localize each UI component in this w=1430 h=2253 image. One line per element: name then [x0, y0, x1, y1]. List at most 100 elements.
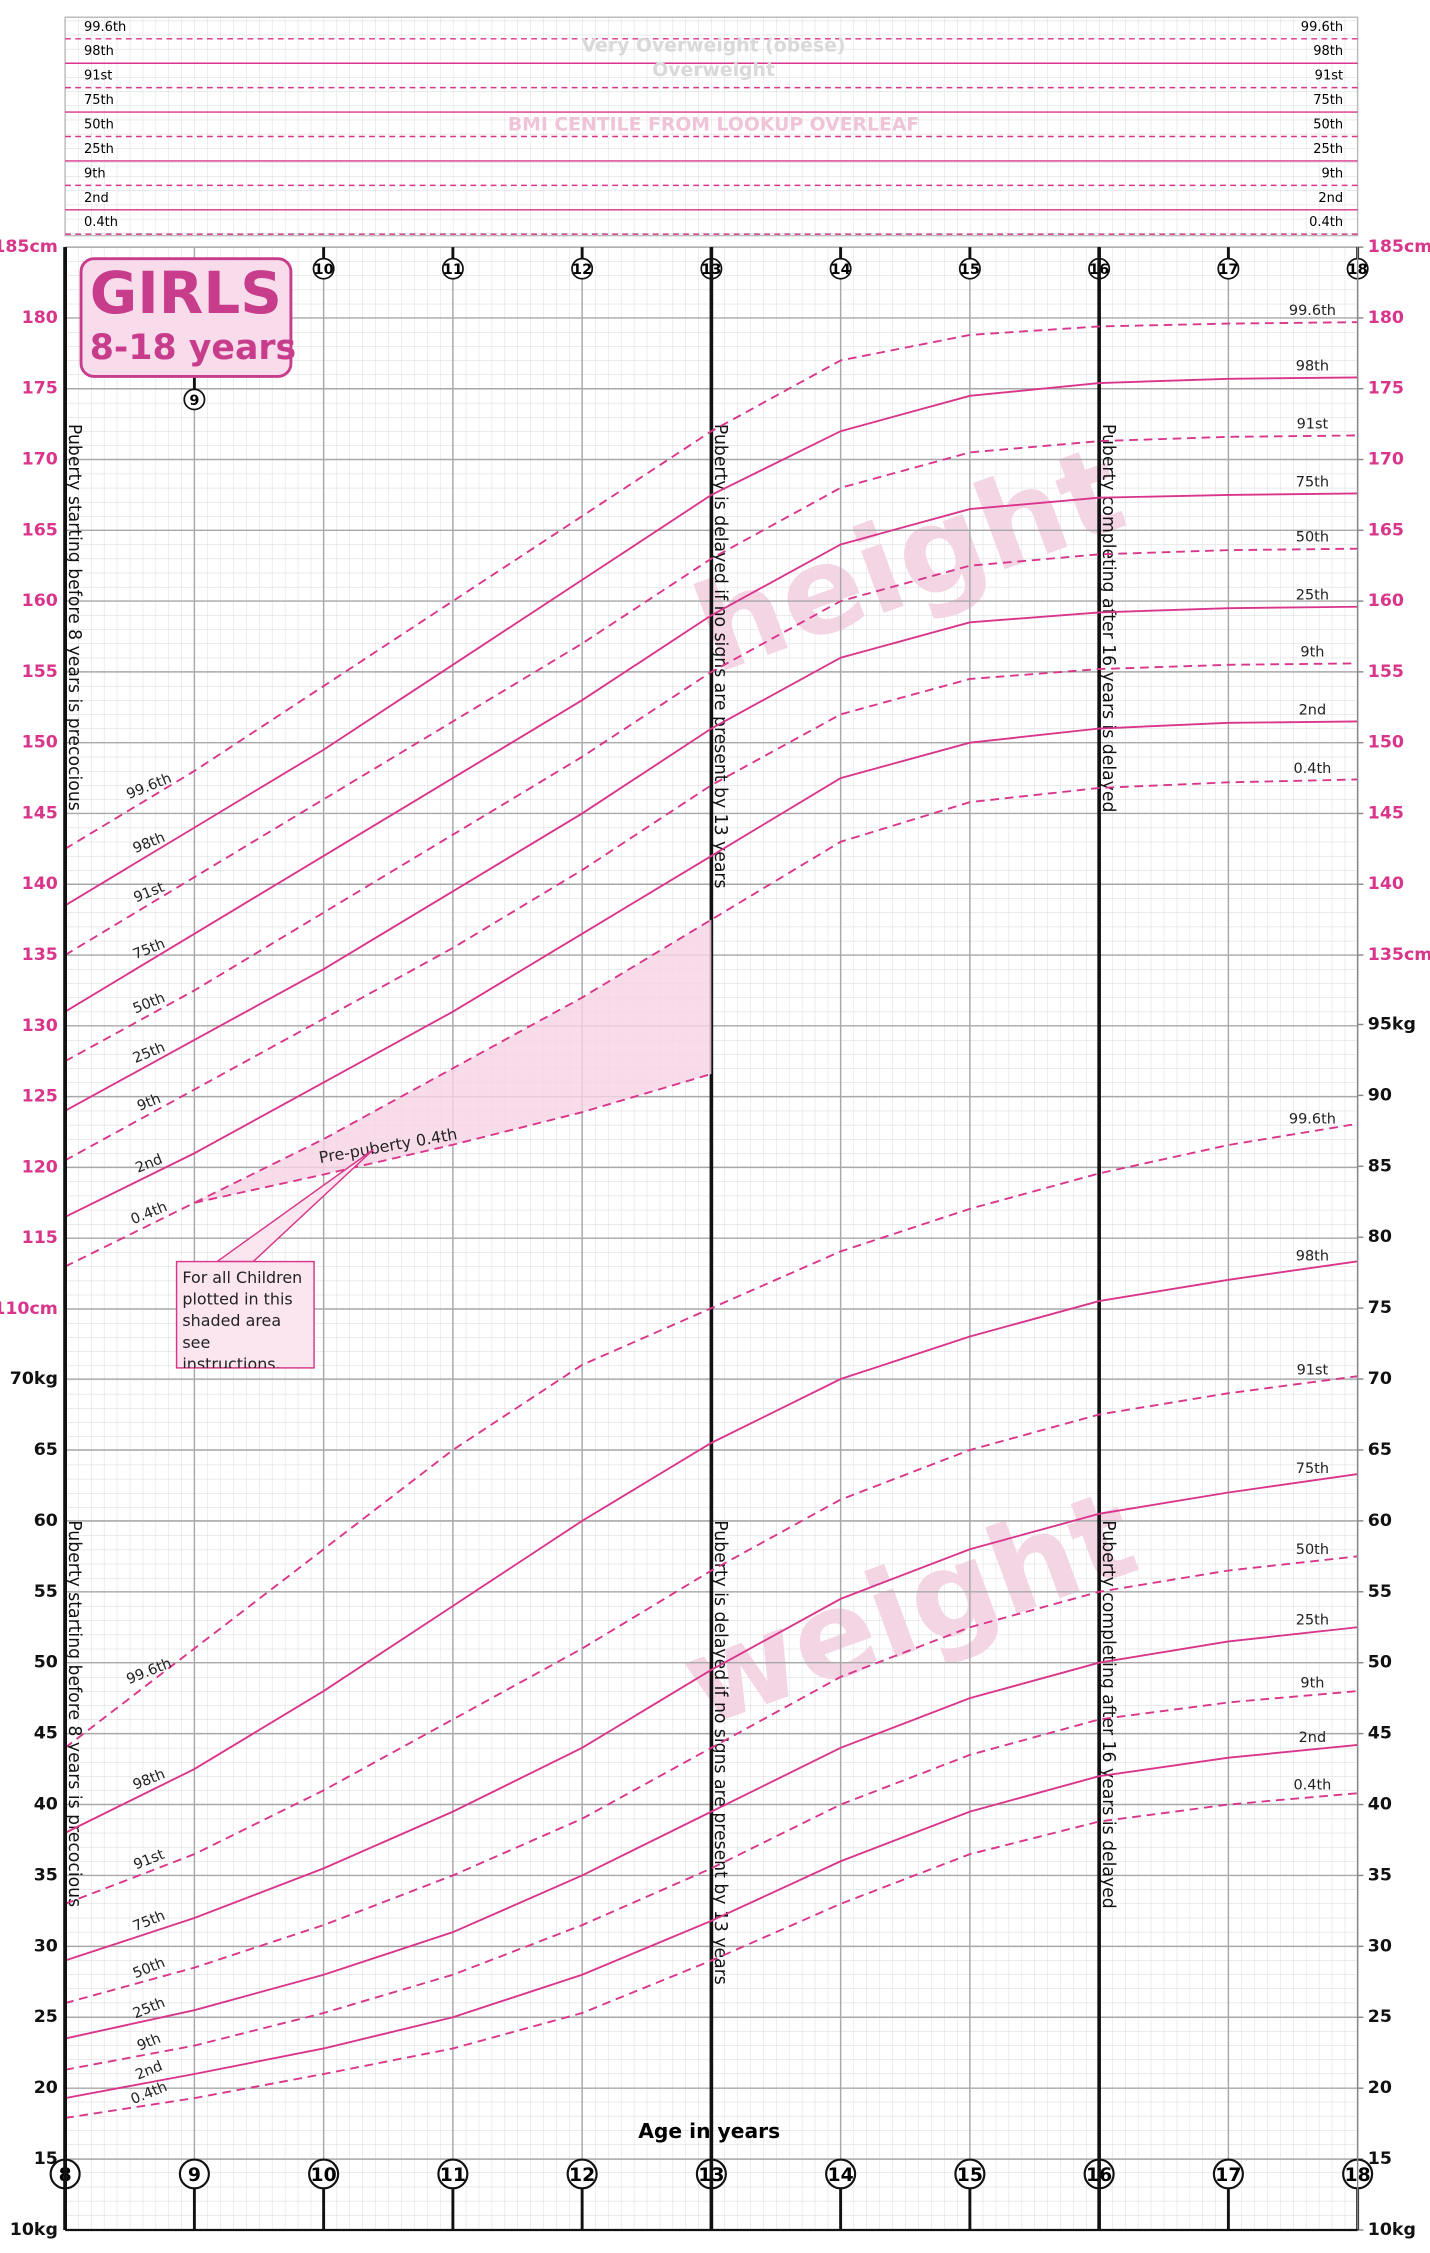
bmi-label-left: 2nd [84, 191, 109, 206]
bmi-label-left: 25th [84, 142, 114, 157]
y2-tick-label: 175 [1368, 379, 1404, 399]
centile-line [64, 605, 1358, 1112]
y-tick-label: 155 [22, 662, 58, 682]
x-tick-circle [566, 2158, 598, 2190]
centile-line [64, 434, 1358, 956]
centile-label-right: 9th [1300, 644, 1324, 660]
annotation: Puberty starting before 8 years is preco… [64, 424, 84, 811]
bmi-label-left: 9th [84, 166, 106, 181]
y2-tick-label: 90 [1368, 1085, 1392, 1105]
x-tick-circle [183, 388, 206, 411]
y2-tick-label: 45 [1368, 1724, 1392, 1744]
x-tick-circle [437, 2158, 469, 2190]
bmi-label-right: 25th [1313, 142, 1343, 157]
y-tick-label: 25 [34, 2007, 58, 2027]
annotation: Puberty is delayed if no signs are prese… [710, 424, 730, 889]
y2-tick-label: 75 [1368, 1298, 1392, 1318]
bmi-label-left: 91st [84, 69, 112, 84]
subtitle: 8-18 years [90, 328, 296, 368]
centile-line [64, 720, 1358, 1218]
shaded-area [194, 919, 712, 1203]
centile-label-right: 50th [1296, 530, 1329, 546]
y2-tick-label: 85 [1368, 1156, 1392, 1176]
y2-tick-label: 40 [1368, 1795, 1392, 1815]
annotation: Puberty completing after 16 years is del… [1098, 1520, 1118, 1909]
centile-label-right: 98th [1296, 1248, 1329, 1264]
callout-text: For all Children plotted in this shaded … [182, 1268, 303, 1368]
y-tick-label: 35 [34, 1865, 58, 1885]
x-tick-label: 12 [572, 262, 592, 278]
bmi-panel-note: Overweight [652, 60, 775, 81]
x-tick-circle [571, 257, 594, 280]
bmi-label-right: 91st [1315, 69, 1343, 84]
y2-tick-label: 160 [1368, 591, 1404, 611]
centile-line [64, 1792, 1358, 2119]
callout: For all Children plotted in this shaded … [182, 1268, 303, 1368]
y2-tick-label: 165 [1368, 520, 1404, 540]
centile-label-right: 2nd [1299, 702, 1327, 718]
centile-line [64, 1744, 1358, 2100]
centile-line [64, 1375, 1358, 1905]
bmi-label-right: 75th [1313, 93, 1343, 108]
y-tick-label: 55 [34, 1582, 58, 1602]
y2-tick-label: 60 [1368, 1511, 1392, 1531]
y2-tick-label: 20 [1368, 2078, 1392, 2098]
bmi-panel-bg [64, 16, 1359, 237]
x-tick-circle [312, 257, 335, 280]
y-tick-label: 30 [34, 1936, 58, 1956]
centile-label-right: 50th [1296, 1542, 1329, 1558]
y-tick-label: 135 [22, 945, 58, 965]
x-tick-label: 17 [1215, 2165, 1241, 2186]
centile-label-right: 9th [1300, 1676, 1324, 1692]
y-tick-label: 60 [34, 1511, 58, 1531]
y-tick-label: 120 [22, 1157, 58, 1177]
x-tick-label: 15 [960, 262, 980, 278]
x-tick-circle [825, 2158, 857, 2190]
y-tick-label: 10kg [10, 2220, 58, 2240]
y-tick-label: 20 [34, 2078, 58, 2098]
x-tick-label: 17 [1218, 262, 1238, 278]
y2-tick-label: 150 [1368, 733, 1404, 753]
callout-box [175, 1260, 315, 1369]
bmi-label-right: 50th [1313, 118, 1343, 133]
y-tick-label: 40 [34, 1795, 58, 1815]
x-tick-circle [178, 2158, 210, 2190]
y2-tick-label: 65 [1368, 1440, 1392, 1460]
x-tick-circle [441, 257, 464, 280]
x-tick-label: 9 [189, 393, 199, 409]
centile-label-right: 98th [1296, 358, 1329, 374]
bmi-label-right: 9th [1322, 166, 1344, 181]
centile-label-right: 25th [1296, 1613, 1329, 1629]
y2-tick-label: 170 [1368, 450, 1404, 470]
centile-label-right: 0.4th [1293, 761, 1331, 777]
x-tick-label: 14 [831, 262, 851, 278]
bmi-label-right: 2nd [1318, 191, 1343, 206]
y-tick-label: 15 [34, 2149, 58, 2169]
bmi-label-left: 98th [84, 44, 114, 59]
centile-label-right: 25th [1296, 588, 1329, 604]
centile-line [64, 1122, 1358, 1749]
y-tick-label: 115 [22, 1228, 58, 1248]
y-tick-label: 130 [22, 1016, 58, 1036]
y2-tick-label: 180 [1368, 308, 1404, 328]
x-tick-label: 11 [440, 2165, 466, 2186]
y2-tick-label: 80 [1368, 1227, 1392, 1247]
centile-label-right: 99.6th [1289, 303, 1336, 319]
x-tick-circle [958, 257, 981, 280]
centile-line [64, 321, 1358, 850]
x-tick-label: 14 [828, 2165, 854, 2186]
bmi-label-left: 99.6th [84, 20, 126, 35]
centile-line [64, 547, 1358, 1063]
x-tick-circle [954, 2158, 986, 2190]
title-box [79, 257, 293, 378]
bmi-label-right: 98th [1313, 44, 1343, 59]
y2-tick-label: 15 [1368, 2149, 1392, 2169]
y2-tick-label: 95kg [1368, 1015, 1416, 1035]
y-tick-label: 125 [22, 1087, 58, 1107]
x-axis-title: Age in years [638, 2119, 780, 2143]
centile-label-right: 99.6th [1289, 1112, 1336, 1128]
centile-line [64, 1555, 1358, 2004]
y-tick-label: 165 [22, 520, 58, 540]
